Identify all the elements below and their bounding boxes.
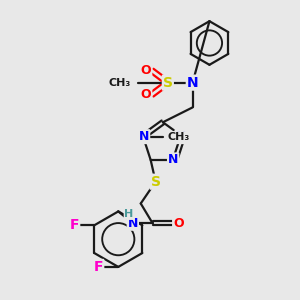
- Text: O: O: [141, 88, 151, 101]
- Text: S: S: [163, 76, 173, 90]
- Text: F: F: [94, 260, 103, 274]
- Text: N: N: [168, 153, 178, 167]
- Text: N: N: [139, 130, 149, 143]
- Text: N: N: [187, 76, 198, 90]
- Text: N: N: [128, 217, 138, 230]
- Text: F: F: [70, 218, 79, 232]
- Text: CH₃: CH₃: [109, 78, 131, 88]
- Text: H: H: [124, 209, 134, 219]
- Text: S: S: [151, 175, 160, 189]
- Text: O: O: [173, 217, 184, 230]
- Text: O: O: [141, 64, 151, 77]
- Text: CH₃: CH₃: [168, 132, 190, 142]
- Text: N: N: [176, 130, 186, 143]
